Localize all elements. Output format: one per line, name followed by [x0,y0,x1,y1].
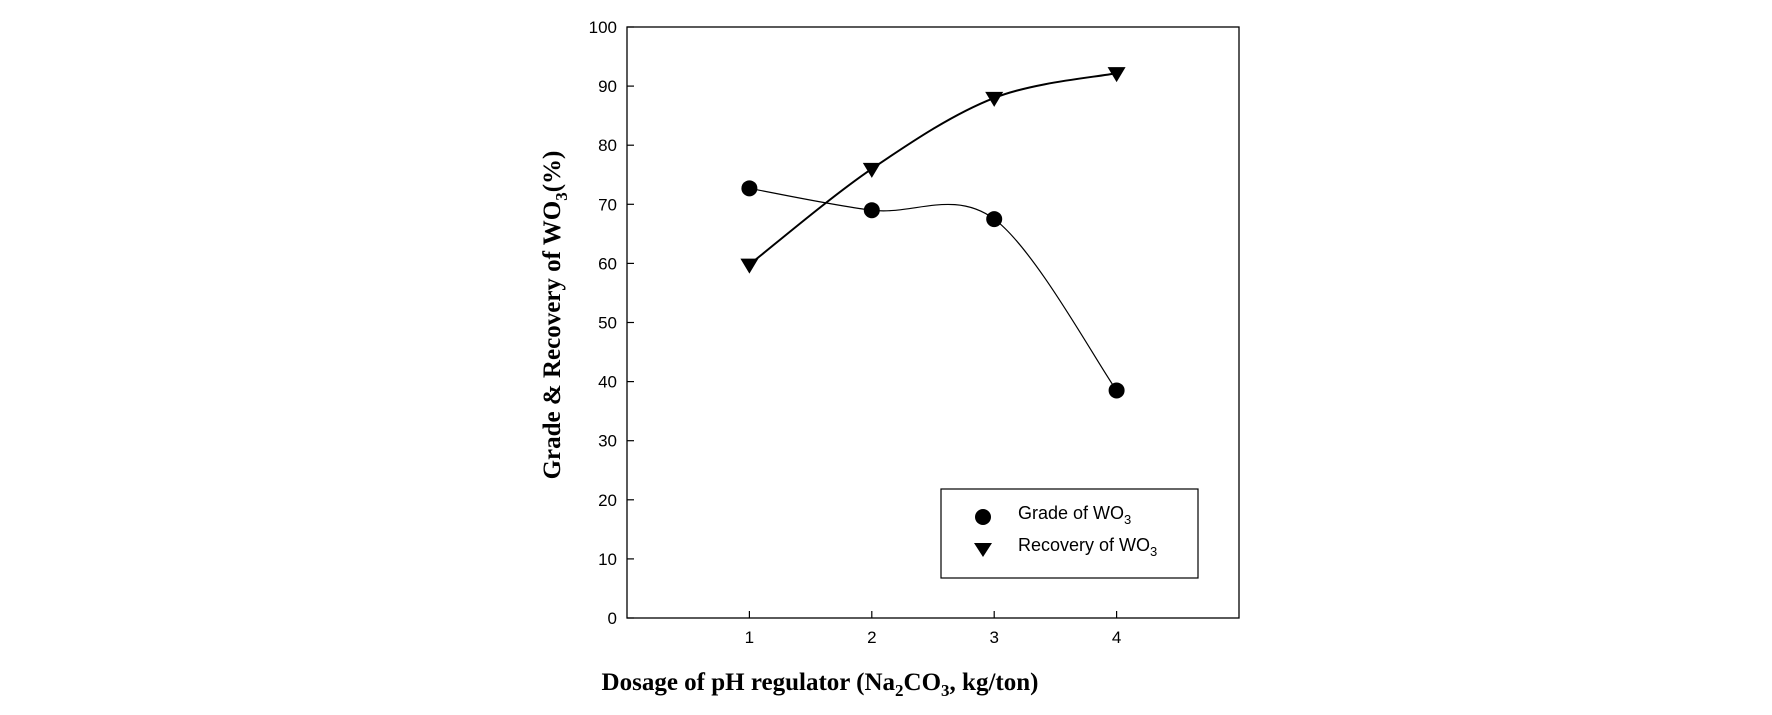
y-tick-label: 0 [608,609,617,628]
series-layer [740,67,1126,399]
y-tick-label: 70 [598,195,617,214]
legend-label-grade-prefix: Grade of WO [1018,503,1124,523]
x-axis-title-sub2: 3 [941,681,950,700]
x-tick-label: 2 [867,628,876,647]
y-axis-title-prefix: Grade & Recovery of WO [539,201,566,480]
data-point-recovery [740,258,759,274]
legend-label-grade: Grade of WO3 [1018,503,1131,527]
y-axis-title-sub: 3 [552,192,571,201]
x-tick-label: 4 [1112,628,1121,647]
legend-label-grade-sub: 3 [1124,512,1131,527]
x-axis-title-sub: 2 [895,681,904,700]
legend-marker-recovery [974,543,992,557]
data-point-recovery [1107,67,1126,83]
y-tick-label: 10 [598,550,617,569]
x-tick-label: 3 [989,628,998,647]
data-point-grade [741,180,758,197]
series-line-0 [749,187,1118,391]
y-tick-label: 100 [589,18,617,37]
x-axis-title: Dosage of pH regulator (Na2CO3, kg/ton) [602,669,1039,700]
x-axis-title-suffix: , kg/ton) [950,669,1039,696]
legend-label-recovery-sub: 3 [1150,544,1157,559]
legend: Grade of WO3 Recovery of WO3 [940,488,1199,579]
x-tick-label: 1 [745,628,754,647]
y-tick-label: 50 [598,314,617,333]
y-tick-label: 80 [598,136,617,155]
y-axis-title: Grade & Recovery of WO3(%) [539,151,571,480]
data-point-grade [1108,382,1125,399]
data-point-grade [863,202,880,219]
y-tick-label: 90 [598,77,617,96]
y-tick-label: 30 [598,432,617,451]
legend-label-recovery-prefix: Recovery of WO [1018,535,1150,555]
data-point-grade [986,211,1003,228]
y-tick-label: 40 [598,373,617,392]
y-tick-label: 60 [598,254,617,273]
x-axis-ticks: 1 2 3 4 [745,611,1121,647]
legend-marker-grade [975,509,991,525]
x-axis-title-prefix: Dosage of pH regulator (Na [602,669,896,696]
y-tick-label: 20 [598,491,617,510]
data-point-recovery [862,162,881,178]
y-axis-title-suffix: (%) [539,151,566,193]
y-axis-ticks: 0 10 20 30 40 50 60 70 80 90 100 [589,18,634,628]
legend-label-recovery: Recovery of WO3 [1018,535,1157,559]
series-line-1 [748,72,1117,266]
legend-box [940,488,1199,579]
data-point-recovery [985,91,1004,107]
x-axis-title-mid: CO [904,669,942,696]
